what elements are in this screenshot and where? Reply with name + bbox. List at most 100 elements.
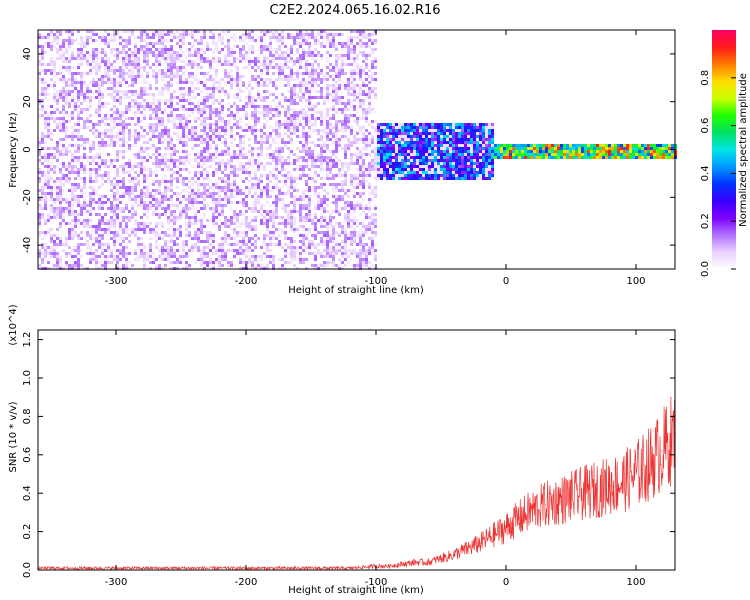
heatmap-cell [224, 162, 227, 165]
heatmap-cell [230, 129, 233, 132]
heatmap-cell [116, 123, 119, 126]
heatmap-cell [344, 42, 347, 45]
heatmap-cell [98, 84, 101, 87]
heatmap-cell [92, 141, 95, 144]
heatmap-cell [158, 30, 161, 33]
heatmap-cell [98, 198, 101, 201]
heatmap-cell [86, 234, 89, 237]
heatmap-cell [188, 195, 191, 198]
heatmap-cell [230, 183, 233, 186]
heatmap-cell [122, 183, 125, 186]
heatmap-cell [110, 126, 113, 129]
heatmap-cell [359, 231, 362, 234]
heatmap-cell [104, 129, 107, 132]
heatmap-cell [71, 78, 74, 81]
heatmap-cell [173, 60, 176, 63]
heatmap-cell [308, 87, 311, 90]
heatmap-cell [92, 132, 95, 135]
heatmap-cell [131, 66, 134, 69]
heatmap-cell [161, 135, 164, 138]
heatmap-cell [134, 201, 137, 204]
heatmap-cell [158, 123, 161, 126]
heatmap-cell [110, 39, 113, 42]
heatmap-cell [356, 66, 359, 69]
heatmap-cell [302, 150, 305, 153]
heatmap-cell [305, 165, 308, 168]
heatmap-cell [80, 93, 83, 96]
heatmap-cell [206, 231, 209, 234]
heatmap-cell [224, 240, 227, 243]
heatmap-cell [104, 231, 107, 234]
heatmap-cell [50, 186, 53, 189]
heatmap-cell [47, 186, 50, 189]
heatmap-cell [347, 99, 350, 102]
heatmap-cell [236, 111, 239, 114]
heatmap-cell [128, 42, 131, 45]
heatmap-cell [173, 213, 176, 216]
heatmap-cell [122, 252, 125, 255]
heatmap-cell [200, 138, 203, 141]
heatmap-cell [113, 54, 116, 57]
heatmap-cell [308, 147, 311, 150]
heatmap-cell [233, 117, 236, 120]
heatmap-cell [149, 147, 152, 150]
heatmap-cell [113, 30, 116, 33]
heatmap-cell [119, 90, 122, 93]
heatmap-cell [332, 240, 335, 243]
heatmap-cell [248, 228, 251, 231]
heatmap-cell [281, 162, 284, 165]
heatmap-cell [140, 243, 143, 246]
heatmap-cell [65, 201, 68, 204]
heatmap-cell [71, 33, 74, 36]
heatmap-cell [143, 93, 146, 96]
heatmap-cell [320, 90, 323, 93]
heatmap-cell [170, 39, 173, 42]
heatmap-cell [290, 33, 293, 36]
heatmap-cell [92, 54, 95, 57]
heatmap-cell [176, 159, 179, 162]
heatmap-cell [269, 51, 272, 54]
heatmap-cell [176, 171, 179, 174]
heatmap-cell [344, 258, 347, 261]
heatmap-cell [134, 186, 137, 189]
heatmap-cell [227, 180, 230, 183]
heatmap-cell [236, 192, 239, 195]
heatmap-cell [362, 111, 365, 114]
heatmap-cell [38, 225, 41, 228]
heatmap-cell [338, 78, 341, 81]
heatmap-cell [53, 249, 56, 252]
heatmap-cell [167, 81, 170, 84]
heatmap-cell [209, 93, 212, 96]
heatmap-cell [53, 72, 56, 75]
heatmap-cell [221, 135, 224, 138]
heatmap-cell [215, 204, 218, 207]
heatmap-cell [128, 210, 131, 213]
heatmap-cell [134, 105, 137, 108]
heatmap-cell [80, 60, 83, 63]
heatmap-cell [230, 78, 233, 81]
heatmap-cell [188, 153, 191, 156]
heatmap-cell [200, 258, 203, 261]
heatmap-cell [170, 57, 173, 60]
heatmap-cell [98, 219, 101, 222]
heatmap-cell [125, 123, 128, 126]
heatmap-cell [185, 225, 188, 228]
heatmap-cell [47, 180, 50, 183]
heatmap-cell [80, 249, 83, 252]
heatmap-cell [287, 159, 290, 162]
heatmap-cell [179, 123, 182, 126]
heatmap-cell [80, 45, 83, 48]
heatmap-cell [308, 129, 311, 132]
heatmap-cell [236, 174, 239, 177]
heatmap-cell [353, 216, 356, 219]
heatmap-cell [104, 114, 107, 117]
heatmap-cell [224, 204, 227, 207]
heatmap-cell [263, 90, 266, 93]
heatmap-cell [236, 234, 239, 237]
heatmap-cell [98, 108, 101, 111]
heatmap-cell [38, 45, 41, 48]
heatmap-cell [332, 90, 335, 93]
heatmap-cell [71, 117, 74, 120]
heatmap-cell [104, 201, 107, 204]
heatmap-cell [218, 243, 221, 246]
